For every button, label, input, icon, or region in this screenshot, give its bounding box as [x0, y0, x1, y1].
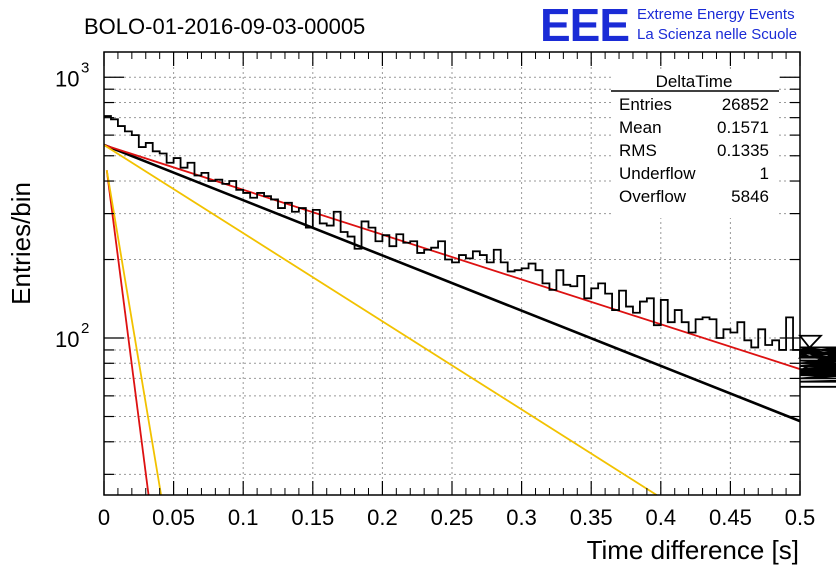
stat-label-rms: RMS: [619, 141, 657, 160]
fit-curve-2: [103, 144, 658, 496]
fit-curve-4: [105, 170, 162, 496]
stat-value-underflow: 1: [760, 164, 769, 183]
stat-value-mean: 0.1571: [717, 118, 769, 137]
x-tick-labels: 0 0.05 0.1 0.15 0.2 0.25 0.3 0.35 0.4 0.45 0.5: [98, 505, 815, 530]
x-tick-label: 0.15: [291, 505, 334, 530]
x-tick-label: 0.3: [506, 505, 537, 530]
fit-curves: [103, 143, 801, 496]
x-tick-label: 0.05: [152, 505, 195, 530]
stat-label-entries: Entries: [619, 95, 672, 114]
x-tick-label: 0.5: [785, 505, 816, 530]
stat-value-overflow: 5846: [731, 187, 769, 206]
x-tick-label: 0.4: [646, 505, 677, 530]
stats-box: DeltaTime Entries 26852 Mean 0.1571 RMS …: [611, 72, 779, 218]
stat-value-rms: 0.1335: [717, 141, 769, 160]
y-axis-label: Entries/bin: [6, 182, 36, 305]
x-axis-label: Time difference [s]: [587, 535, 799, 565]
x-tick-label: 0.2: [367, 505, 398, 530]
eee-logo-text: EEE: [540, 0, 629, 51]
stats-box-name: DeltaTime: [656, 72, 733, 91]
fit-curve-3: [105, 170, 150, 496]
stat-label-mean: Mean: [619, 118, 662, 137]
y-tick-label-exponent: 2: [81, 320, 89, 337]
axis-ticks: [103, 52, 801, 495]
y-tick-label: 10: [55, 66, 79, 91]
x-tick-label: 0.45: [709, 505, 752, 530]
x-tick-label: 0.35: [570, 505, 613, 530]
logo-line-2: La Scienza nelle Scuole: [637, 26, 797, 43]
logo-line-1: Extreme Energy Events: [637, 6, 795, 23]
x-tick-label: 0: [98, 505, 110, 530]
x-tick-label: 0.25: [431, 505, 474, 530]
fit-curve-0: [103, 143, 801, 423]
chart-title: BOLO-01-2016-09-03-00005: [84, 14, 365, 39]
stat-value-entries: 26852: [722, 95, 769, 114]
x-tick-label: 0.1: [228, 505, 259, 530]
eee-logo: EEE Extreme Energy Events La Scienza nel…: [540, 0, 797, 51]
fit-curve-1: [103, 144, 801, 370]
histogram-step-line: [104, 115, 836, 388]
y-tick-label: 10: [55, 327, 79, 352]
y-tick-label-exponent: 3: [81, 59, 89, 76]
stat-label-overflow: Overflow: [619, 187, 687, 206]
stat-label-underflow: Underflow: [619, 164, 696, 183]
